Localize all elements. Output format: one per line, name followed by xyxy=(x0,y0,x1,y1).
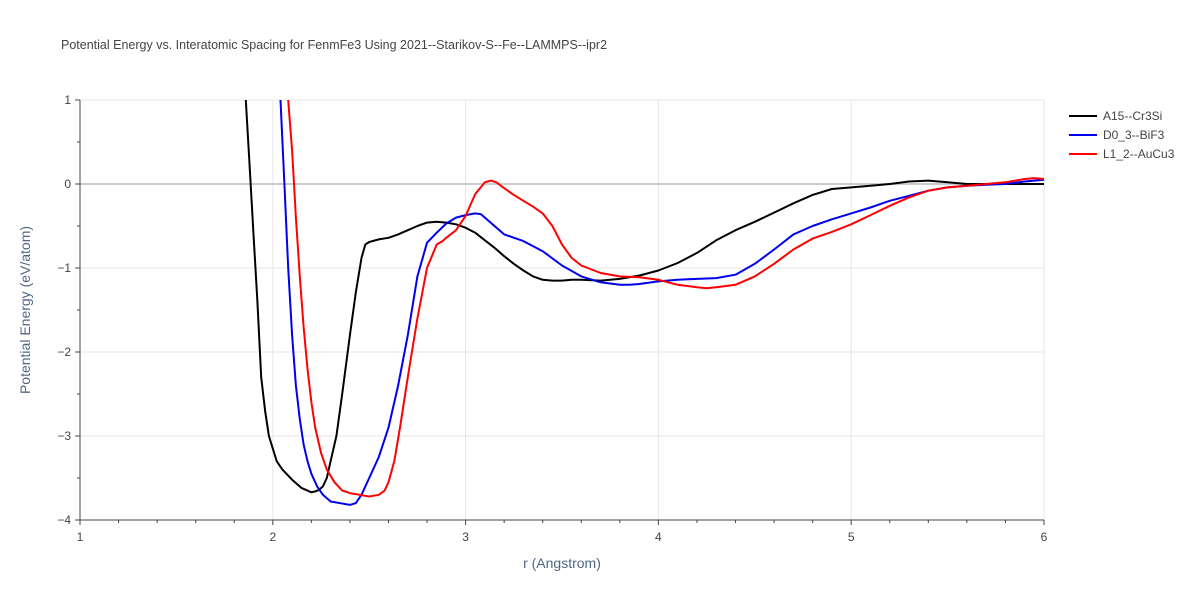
tick-labels: 1 2 3 4 5 6 1 0 −1 −2 −3 −4 xyxy=(57,93,1047,544)
series-lines xyxy=(244,100,1044,506)
x-tick-label: 3 xyxy=(462,530,469,544)
legend[interactable]: A15--Cr3Si D0_3--BiF3 L1_2--AuCu3 xyxy=(1069,109,1175,161)
y-tick-label: −4 xyxy=(57,513,71,527)
y-tick-label: 0 xyxy=(64,177,71,191)
legend-label: A15--Cr3Si xyxy=(1103,109,1162,123)
legend-label: L1_2--AuCu3 xyxy=(1103,147,1175,161)
legend-item[interactable]: L1_2--AuCu3 xyxy=(1069,147,1175,161)
series-line-1 xyxy=(279,100,1044,506)
y-tick-label: 1 xyxy=(64,93,71,107)
x-tick-label: 1 xyxy=(77,530,84,544)
y-tick-label: −1 xyxy=(57,261,71,275)
legend-item[interactable]: D0_3--BiF3 xyxy=(1069,128,1165,142)
y-tick-label: −2 xyxy=(57,345,71,359)
chart-title: Potential Energy vs. Interatomic Spacing… xyxy=(61,38,607,52)
x-tick-label: 4 xyxy=(655,530,662,544)
series-line-0 xyxy=(244,100,1044,494)
legend-label: D0_3--BiF3 xyxy=(1103,128,1165,142)
y-tick-label: −3 xyxy=(57,429,71,443)
x-tick-label: 5 xyxy=(848,530,855,544)
x-axis-title: r (Angstrom) xyxy=(523,555,601,571)
series-line-2 xyxy=(287,100,1044,498)
y-axis-title: Potential Energy (eV/atom) xyxy=(17,226,33,394)
axes xyxy=(75,99,1045,525)
x-tick-label: 6 xyxy=(1041,530,1048,544)
gridlines xyxy=(80,99,1045,520)
legend-item[interactable]: A15--Cr3Si xyxy=(1069,109,1162,123)
x-tick-label: 2 xyxy=(269,530,276,544)
